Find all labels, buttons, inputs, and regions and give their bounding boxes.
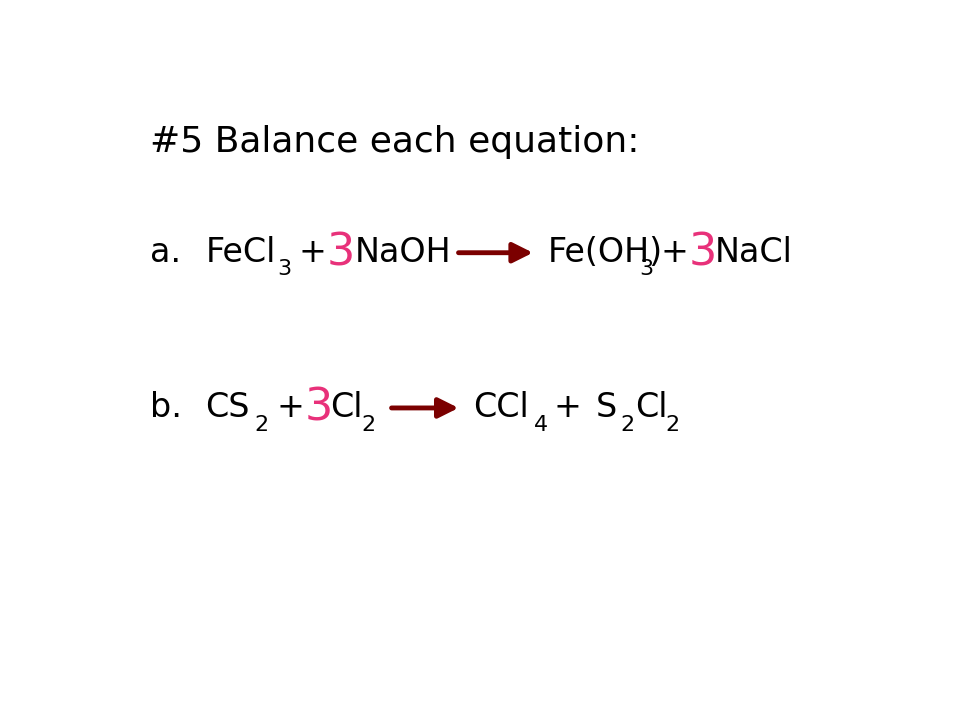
Text: 2: 2 bbox=[665, 415, 680, 435]
Text: 3: 3 bbox=[326, 231, 355, 274]
Text: 4: 4 bbox=[534, 415, 548, 435]
Text: S: S bbox=[596, 392, 617, 425]
Text: #5 Balance each equation:: #5 Balance each equation: bbox=[150, 125, 639, 159]
Text: 3: 3 bbox=[277, 259, 292, 279]
Text: +: + bbox=[299, 236, 326, 269]
Text: CCl: CCl bbox=[473, 392, 529, 425]
Text: NaOH: NaOH bbox=[354, 236, 451, 269]
Text: +: + bbox=[276, 392, 304, 425]
Text: 2: 2 bbox=[362, 415, 376, 435]
Text: +: + bbox=[553, 392, 581, 425]
Text: +: + bbox=[660, 236, 688, 269]
Text: Cl: Cl bbox=[330, 392, 363, 425]
Text: NaCl: NaCl bbox=[715, 236, 793, 269]
Text: CS: CS bbox=[205, 392, 250, 425]
Text: 3: 3 bbox=[639, 259, 654, 279]
Text: 3: 3 bbox=[304, 387, 333, 429]
Text: 2: 2 bbox=[620, 415, 635, 435]
Text: a.: a. bbox=[150, 236, 180, 269]
Text: Fe(OH): Fe(OH) bbox=[548, 236, 663, 269]
Text: 3: 3 bbox=[688, 231, 717, 274]
Text: 2: 2 bbox=[253, 415, 268, 435]
Text: b.: b. bbox=[150, 392, 181, 425]
Text: Cl: Cl bbox=[635, 392, 667, 425]
Text: FeCl: FeCl bbox=[205, 236, 276, 269]
